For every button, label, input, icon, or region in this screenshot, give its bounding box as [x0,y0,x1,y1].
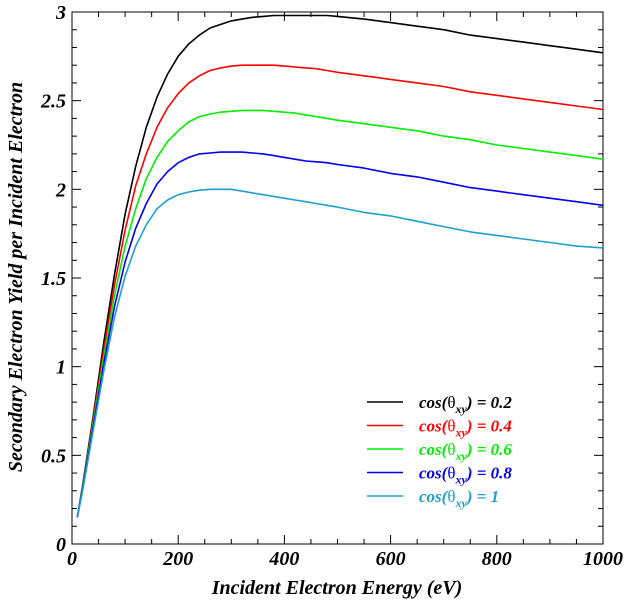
series-line-5 [76,188,604,518]
x-tick-label: 400 [268,548,299,570]
y-tick-label: 2.5 [40,91,66,113]
x-tick-label: 1000 [583,548,623,570]
series-line-1 [76,14,604,518]
tick-labels: 0 200 400 600 800 1000 0 0.5 1 1.5 2 2.5 3 [40,2,623,570]
plot-area [71,11,604,545]
y-tick-label: 3 [55,2,66,24]
y-tick-label: 0 [56,534,66,556]
legend-label-1: cos(θxy) = 0.2 [419,393,512,416]
y-tick-label: 1 [56,357,66,379]
plot-frame [71,11,604,545]
x-tick-label: 0 [67,548,77,570]
series-line-3 [76,109,604,518]
series-line-2 [76,64,604,518]
axis-ticks [71,11,604,545]
y-tick-label: 1.5 [41,268,66,290]
x-tick-label: 600 [376,548,406,570]
x-tick-label: 800 [482,548,512,570]
legend-label-4: cos(θxy) = 0.8 [419,464,512,487]
y-tick-label: 0.5 [41,445,66,467]
y-tick-label: 2 [55,179,66,201]
y-axis-title: Secondary Electron Yield per Incident El… [5,82,27,472]
legend-label-2: cos(θxy) = 0.4 [419,417,512,440]
x-tick-label: 200 [162,548,193,570]
series-layer [76,14,604,518]
series-line-4 [76,151,604,518]
legend-label-5: cos(θxy) = 1 [419,487,499,510]
x-axis-title: Incident Electron Energy (eV) [211,577,463,599]
legend-label-3: cos(θxy) = 0.6 [419,440,512,463]
